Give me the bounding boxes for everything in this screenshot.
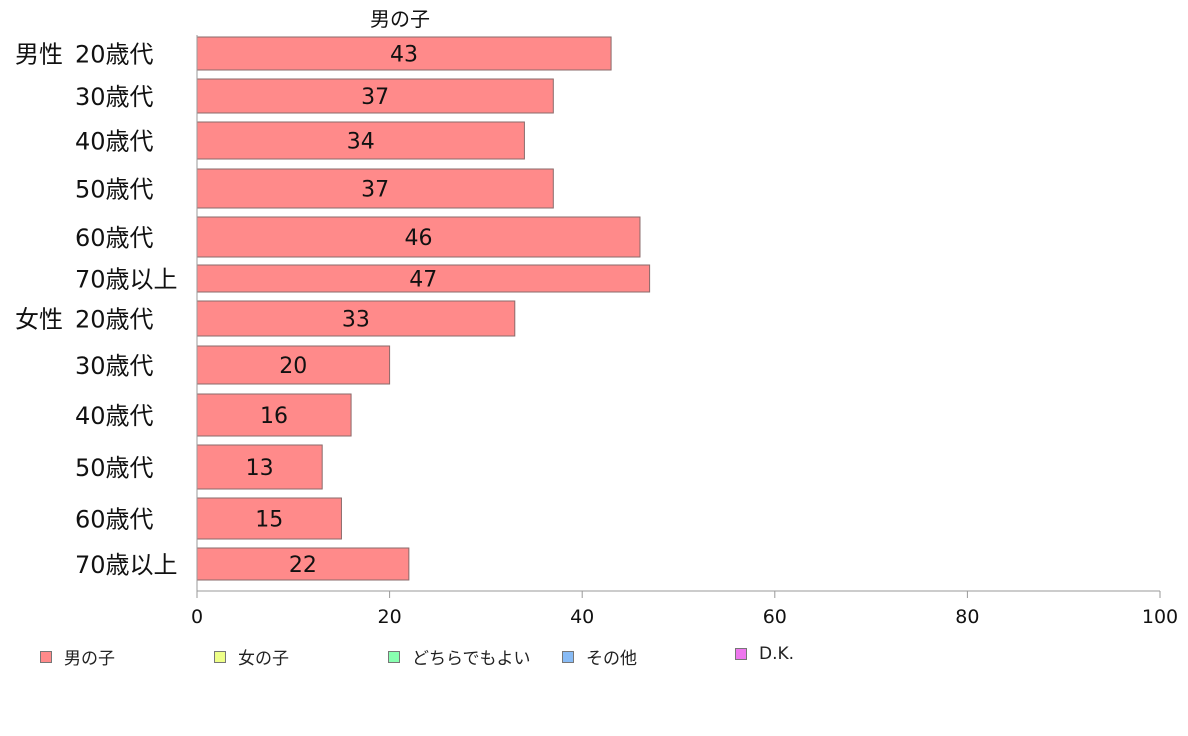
data-label: 34 xyxy=(347,130,375,155)
category-label: 30歳代 xyxy=(75,83,154,111)
legend: 男の子 女の子 どちらでもよい その他 D.K. xyxy=(0,644,1188,669)
legend-label: 女の子 xyxy=(238,649,289,669)
category-label: 40歳代 xyxy=(75,128,154,156)
x-tick-label: 100 xyxy=(1142,606,1178,628)
bar xyxy=(196,497,342,540)
group-label: 男性 xyxy=(15,41,63,69)
legend-swatch xyxy=(214,650,226,663)
x-tick-label: 80 xyxy=(955,606,979,628)
bar xyxy=(196,444,323,490)
category-label: 20歳代 xyxy=(75,306,154,334)
data-label: 13 xyxy=(246,456,274,481)
x-tick-label: 20 xyxy=(378,606,402,628)
legend-item: 女の子 xyxy=(214,644,289,669)
bar xyxy=(196,216,641,258)
legend-label: D.K. xyxy=(759,644,795,664)
legend-swatch xyxy=(388,650,400,663)
category-label: 40歳代 xyxy=(75,402,154,430)
data-label: 22 xyxy=(289,553,317,578)
data-label: 47 xyxy=(409,268,437,293)
category-label: 60歳代 xyxy=(75,224,154,252)
bar xyxy=(196,78,554,114)
bar xyxy=(196,36,612,71)
category-label: 30歳代 xyxy=(75,352,154,380)
data-label: 37 xyxy=(361,178,389,203)
data-label: 46 xyxy=(404,226,432,251)
bar xyxy=(196,300,516,337)
group-label: 女性 xyxy=(15,306,63,334)
legend-label: どちらでもよい xyxy=(412,649,531,669)
legend-swatch xyxy=(735,648,747,660)
category-label: 70歳以上 xyxy=(75,266,178,294)
data-label: 43 xyxy=(390,43,418,68)
x-tick-label: 0 xyxy=(191,606,203,628)
category-label: 50歳代 xyxy=(75,176,154,204)
x-tick-label: 40 xyxy=(570,606,594,628)
bar xyxy=(196,168,554,209)
data-label: 16 xyxy=(260,404,288,429)
x-axis: 0 20 40 60 80 100 xyxy=(191,35,1178,628)
bar xyxy=(196,121,525,160)
category-label: 20歳代 xyxy=(75,41,154,69)
bar xyxy=(196,547,410,581)
data-label: 20 xyxy=(279,354,307,379)
legend-swatch xyxy=(562,650,574,663)
legend-item: どちらでもよい xyxy=(388,644,531,669)
category-label: 70歳以上 xyxy=(75,551,178,579)
category-labels: 20歳代男性30歳代40歳代50歳代60歳代70歳以上20歳代女性30歳代40歳… xyxy=(15,41,178,580)
data-label: 33 xyxy=(342,308,370,333)
legend-swatch xyxy=(40,650,52,663)
legend-item: 男の子 xyxy=(40,644,115,669)
data-label: 15 xyxy=(255,508,283,533)
data-label: 37 xyxy=(361,85,389,110)
category-label: 60歳代 xyxy=(75,506,154,534)
category-label: 50歳代 xyxy=(75,454,154,482)
x-tick-label: 60 xyxy=(763,606,787,628)
legend-item: D.K. xyxy=(735,644,794,664)
legend-label: 男の子 xyxy=(64,649,115,669)
chart-title: 男の子 xyxy=(370,7,430,31)
legend-item: その他 xyxy=(562,644,637,669)
legend-label: その他 xyxy=(586,649,637,669)
